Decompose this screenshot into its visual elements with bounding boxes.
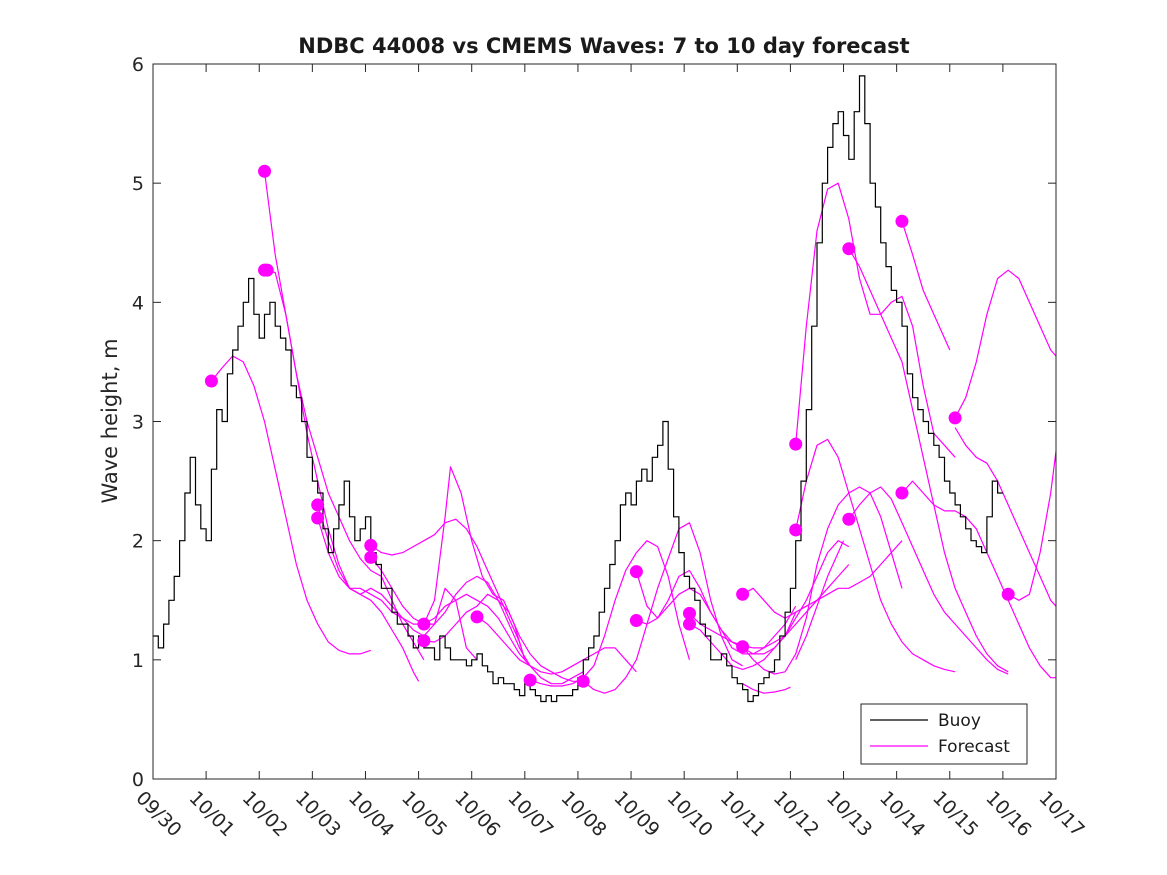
forecast-marker (895, 486, 909, 500)
forecast-series-line (901, 221, 951, 351)
legend: Buoy Forecast (860, 703, 1028, 765)
forecast-marker (311, 498, 325, 512)
forecast-marker (842, 512, 856, 526)
buoy-line (153, 75, 1003, 703)
x-tick-label: 10/16 (981, 787, 1035, 841)
forecast-marker (311, 511, 325, 525)
forecast-series-line (795, 540, 845, 661)
forecast-markers (204, 164, 1015, 688)
x-tick-label: 10/15 (928, 787, 982, 841)
x-tick-label: 09/30 (131, 787, 185, 841)
forecast-series-line (689, 564, 850, 649)
forecast-series-line (848, 486, 1009, 675)
forecast-marker (364, 550, 378, 564)
x-tick-label: 10/07 (503, 787, 557, 841)
x-tick-label: 10/12 (769, 787, 823, 841)
forecast-series-line (954, 269, 1057, 419)
forecast-series-line (689, 540, 850, 671)
forecast-marker (629, 614, 643, 628)
forecast-series-line (795, 438, 956, 673)
buoy-series-line (153, 75, 1003, 703)
forecast-marker (204, 374, 218, 388)
legend-box (860, 703, 1028, 765)
forecast-marker (523, 673, 537, 687)
legend-buoy-label: Buoy (938, 711, 981, 731)
forecast-marker (682, 606, 696, 620)
forecast-marker (948, 411, 962, 425)
chart-title: NDBC 44008 vs CMEMS Waves: 7 to 10 day f… (298, 34, 909, 58)
forecast-series-line (1007, 451, 1057, 601)
y-tick-label: 1 (132, 650, 144, 672)
plot-area (153, 64, 1056, 779)
x-tick-label: 10/04 (344, 787, 398, 841)
x-tick-label: 10/09 (610, 787, 664, 841)
forecast-marker (789, 523, 803, 537)
forecast-marker (258, 164, 272, 178)
forecast-marker (736, 587, 750, 601)
forecast-series-line (636, 587, 797, 655)
forecast-marker (895, 214, 909, 228)
forecast-series-line (476, 616, 637, 675)
y-tick-label: 0 (132, 769, 144, 791)
y-tick-label: 5 (132, 173, 144, 195)
x-tick-label: 10/05 (397, 787, 451, 841)
forecast-series-line (901, 480, 1056, 679)
forecast-series-line (742, 683, 791, 694)
y-tick-label: 2 (132, 531, 144, 553)
x-tick-label: 10/13 (822, 787, 876, 841)
forecast-series-line (742, 540, 903, 619)
forecast-marker (682, 617, 696, 631)
forecast-series-line (848, 248, 1009, 673)
forecast-marker (1001, 587, 1015, 601)
x-tick-label: 10/03 (291, 787, 345, 841)
forecast-series-line (210, 355, 371, 655)
x-tick-label: 10/17 (1034, 787, 1088, 841)
forecast-series-line (423, 593, 584, 682)
forecast-series-line (954, 427, 1057, 607)
forecast-marker (260, 263, 274, 277)
forecast-marker (576, 674, 590, 688)
forecast-marker (736, 640, 750, 654)
x-tick-label: 10/01 (185, 787, 239, 841)
x-tick-label: 10/14 (875, 787, 929, 841)
forecast-marker (364, 538, 378, 552)
legend-forecast-label: Forecast (938, 737, 1010, 757)
forecast-marker (789, 437, 803, 451)
x-tick-label: 10/02 (238, 787, 292, 841)
y-tick-label: 6 (132, 54, 144, 76)
forecast-marker (470, 610, 484, 624)
x-tick-label: 10/06 (450, 787, 504, 841)
plot-frame (152, 63, 1057, 780)
forecast-marker (629, 565, 643, 579)
x-tick-label: 10/10 (663, 787, 717, 841)
y-tick-label: 4 (132, 292, 144, 314)
forecast-marker (417, 634, 431, 648)
forecast-marker (417, 617, 431, 631)
y-tick-label: 3 (132, 412, 144, 434)
x-tick-label: 10/08 (556, 787, 610, 841)
forecast-marker (842, 242, 856, 256)
forecast-series-line (529, 540, 691, 687)
y-axis-label: Wave height, m (98, 338, 122, 503)
x-tick-label: 10/11 (716, 787, 770, 841)
forecast-series-line (582, 522, 743, 694)
forecast-series-line (423, 593, 584, 685)
